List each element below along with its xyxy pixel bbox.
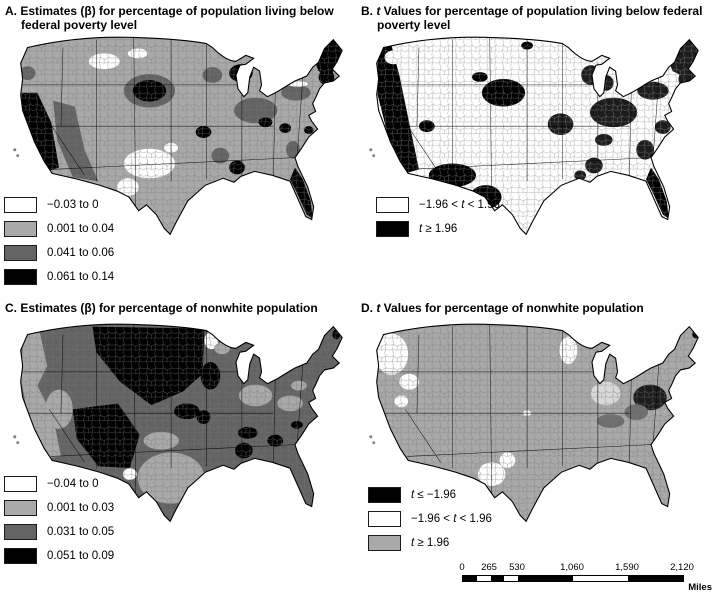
legend-item: 0.051 to 0.09: [4, 548, 114, 564]
legend-label: −0.03 to 0: [47, 199, 99, 211]
scale-tick: 1,590: [615, 562, 639, 573]
map-panel-d: [369, 323, 699, 523]
scale-segment: [518, 576, 573, 581]
scale-segment: [490, 576, 505, 581]
legend-item: 0.031 to 0.05: [4, 524, 114, 540]
legend-item: 0.001 to 0.04: [4, 221, 114, 237]
legend-item: 0.061 to 0.14: [4, 269, 114, 285]
legend-item: t ≥ 1.96: [376, 221, 500, 237]
legend-label: −1.96 < t < 1.96: [419, 199, 500, 211]
legend-item: 0.001 to 0.03: [4, 500, 114, 516]
map-panel-a: [13, 36, 343, 236]
legend-swatch: [4, 500, 37, 516]
legend-swatch: [4, 476, 37, 492]
legend-label: t ≤ −1.96: [411, 489, 457, 501]
legend-swatch: [368, 535, 401, 551]
us-outline: [20, 323, 343, 523]
legend-panel-c: −0.04 to 0 0.001 to 0.03 0.031 to 0.05 0…: [4, 476, 114, 564]
legend-panel-b: −1.96 < t < 1.96 t ≥ 1.96: [376, 197, 500, 237]
scale-bar: 0 265 530 1,060 1,590 2,120 Miles: [452, 562, 712, 593]
scale-tick: 0: [459, 562, 465, 573]
legend-panel-a: −0.03 to 0 0.001 to 0.04 0.041 to 0.06 0…: [4, 197, 114, 285]
legend-swatch: [376, 221, 409, 237]
legend-swatch: [4, 524, 37, 540]
scale-tick: 2,120: [670, 562, 694, 573]
legend-swatch: [4, 221, 37, 237]
scale-segment: [628, 576, 683, 581]
legend-swatch: [4, 269, 37, 285]
scale-segment: [504, 576, 518, 581]
scale-tick: 1,060: [560, 562, 584, 573]
legend-swatch: [376, 197, 409, 213]
panel-d-title: D. t Values for percentage of nonwhite p…: [361, 301, 644, 315]
scale-tick: 265: [481, 562, 497, 573]
legend-swatch: [368, 511, 401, 527]
panel-a-title: A. Estimates (β) for percentage of popul…: [5, 4, 334, 33]
us-outline: [20, 36, 343, 236]
legend-swatch: [368, 487, 401, 503]
scale-segment: [476, 576, 491, 581]
panel-b: B. t Values for percentage of population…: [356, 0, 712, 296]
legend-item: −0.03 to 0: [4, 197, 114, 213]
legend-label: 0.001 to 0.03: [47, 502, 115, 514]
legend-panel-d: t ≤ −1.96 −1.96 < t < 1.96 t ≥ 1.96: [368, 487, 492, 551]
legend-label: 0.061 to 0.14: [47, 271, 115, 283]
legend-swatch: [4, 548, 37, 564]
legend-swatch: [4, 245, 37, 261]
legend-item: −1.96 < t < 1.96: [376, 197, 500, 213]
legend-item: t ≥ 1.96: [368, 535, 492, 551]
legend-item: t ≤ −1.96: [368, 487, 492, 503]
legend-label: −1.96 < t < 1.96: [411, 513, 492, 525]
panel-d: D. t Values for percentage of nonwhite p…: [356, 297, 712, 593]
scale-segment: [573, 576, 628, 581]
panel-c: C. Estimates (β) for percentage of nonwh…: [0, 297, 356, 593]
legend-item: −0.04 to 0: [4, 476, 114, 492]
legend-item: 0.041 to 0.06: [4, 245, 114, 261]
us-outline: [376, 36, 699, 236]
map-panel-b: [369, 36, 699, 236]
us-outline: [376, 323, 699, 523]
legend-label: 0.031 to 0.05: [47, 526, 115, 538]
legend-label: 0.001 to 0.04: [47, 223, 115, 235]
scale-segment: [463, 576, 477, 581]
scale-tick: 530: [509, 562, 525, 573]
legend-swatch: [4, 197, 37, 213]
legend-label: −0.04 to 0: [47, 478, 99, 490]
legend-item: −1.96 < t < 1.96: [368, 511, 492, 527]
legend-label: t ≥ 1.96: [411, 537, 450, 549]
panel-b-title: B. t Values for percentage of population…: [361, 4, 703, 33]
panel-a: A. Estimates (β) for percentage of popul…: [0, 0, 356, 296]
panel-c-title: C. Estimates (β) for percentage of nonwh…: [5, 301, 318, 315]
legend-label: t ≥ 1.96: [419, 223, 458, 235]
map-panel-c: [13, 323, 343, 523]
legend-label: 0.051 to 0.09: [47, 550, 115, 562]
scale-unit-label: Miles: [688, 582, 712, 593]
legend-label: 0.041 to 0.06: [47, 247, 115, 259]
scale-bar-segments: [462, 575, 684, 582]
